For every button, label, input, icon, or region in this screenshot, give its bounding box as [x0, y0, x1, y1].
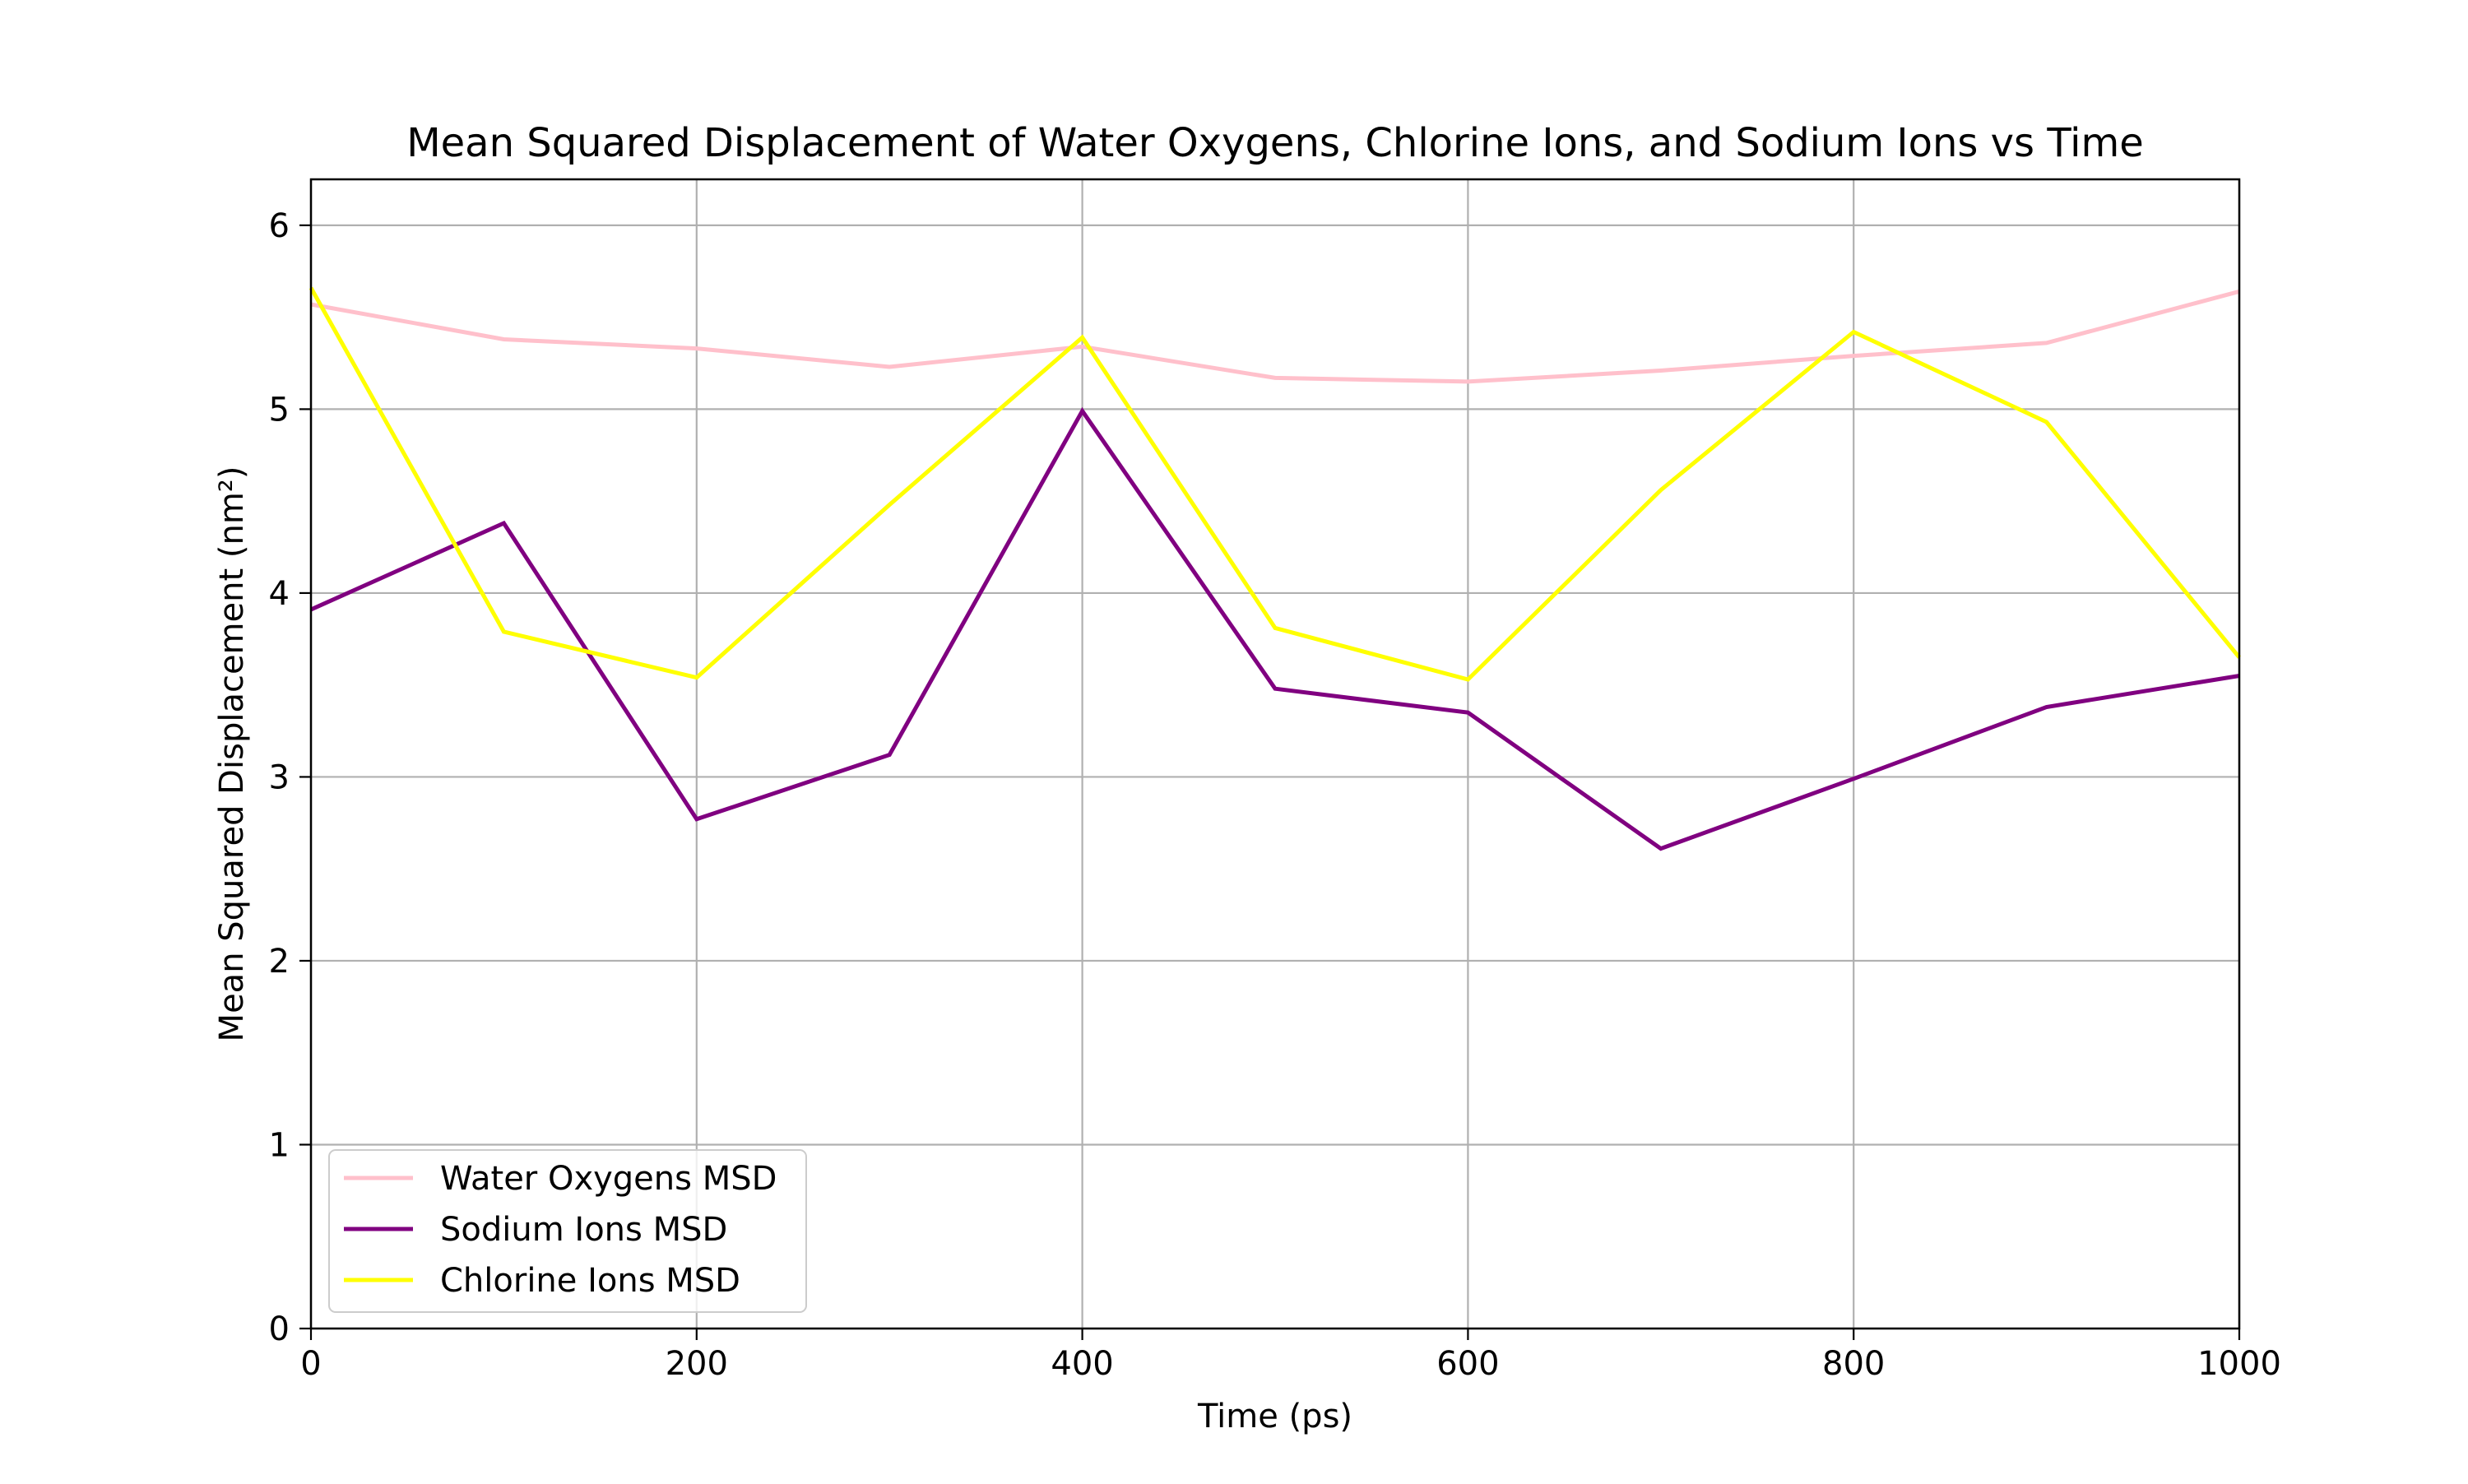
series-line-2 [309, 406, 2240, 851]
y-tick-label: 2 [269, 943, 290, 981]
x-tick-label: 800 [1822, 1345, 1885, 1383]
legend-label-3: Chlorine Ions MSD [440, 1262, 740, 1300]
y-tick-label: 3 [269, 758, 290, 796]
series-line-1 [310, 289, 2240, 384]
x-tick-label: 200 [666, 1345, 728, 1383]
chart-title: Mean Squared Displacement of Water Oxyge… [406, 120, 2144, 166]
y-tick-label: 6 [269, 207, 290, 245]
series-lines [308, 286, 2241, 851]
plot-area-frame [309, 178, 2241, 1330]
x-tick-label: 0 [300, 1345, 321, 1383]
y-tick-label: 1 [269, 1126, 290, 1164]
y-axis-ticks: 0 1 2 3 4 5 6 [269, 207, 311, 1348]
legend-frame [328, 1149, 807, 1313]
series-line-3 [308, 286, 2241, 682]
legend-label-2: Sodium Ions MSD [440, 1211, 727, 1249]
y-tick-label: 5 [269, 391, 290, 429]
x-tick-label: 400 [1051, 1345, 1113, 1383]
chart-legend: Water Oxygens MSD Sodium Ions MSD Chlorine… [328, 1149, 807, 1313]
legend-label-1: Water Oxygens MSD [440, 1160, 777, 1198]
x-axis-ticks: 0 200 400 600 800 1000 [300, 1329, 2281, 1383]
x-tick-label: 1000 [2197, 1345, 2281, 1383]
y-tick-label: 0 [269, 1310, 290, 1348]
y-axis-label: Mean Squared Displacement (nm²) [213, 466, 251, 1042]
x-axis-label: Time (ps) [1197, 1398, 1352, 1435]
x-tick-label: 600 [1436, 1345, 1499, 1383]
y-tick-label: 4 [269, 575, 290, 613]
